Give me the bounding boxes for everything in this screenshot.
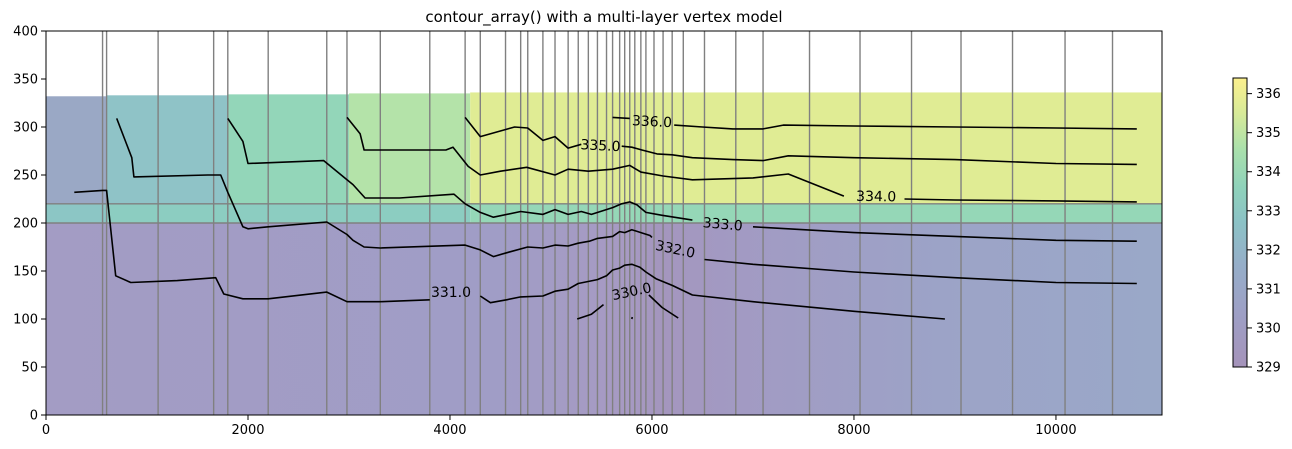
colorbar-ticks: 329 330 331 332 333 334 335 336 (1247, 87, 1281, 376)
y-tick-label: 350 (13, 73, 38, 88)
contour-label: 335.0 (580, 137, 621, 155)
colorbar-tick-label: 332 (1256, 243, 1281, 258)
colorbar-tick-label: 330 (1256, 321, 1281, 336)
contour-label: 336.0 (632, 113, 673, 131)
contour-line (576, 303, 604, 320)
colorbar-tick-label: 331 (1256, 282, 1281, 297)
contour-line (74, 189, 430, 303)
fill-top-layer (348, 93, 471, 204)
x-tick-label: 4000 (433, 423, 466, 438)
x-tick-label: 6000 (635, 423, 668, 438)
contour-line (464, 116, 582, 149)
fill-top-layer (46, 96, 107, 204)
contour-label: 334.0 (856, 189, 896, 206)
y-tick-label: 400 (13, 25, 38, 40)
colorbar-tick-label: 335 (1256, 126, 1281, 141)
contour-line (612, 116, 630, 120)
colorbar-tick-label: 336 (1256, 87, 1281, 102)
x-tick-label: 10000 (1035, 423, 1076, 438)
colorbar-tick-label: 334 (1256, 165, 1281, 180)
x-tick-label: 8000 (837, 423, 870, 438)
colorbar: 329 330 331 332 333 334 335 336 (1232, 77, 1281, 376)
plot-area (46, 31, 1162, 415)
fill-top-layer (227, 94, 349, 204)
colorbar-tick-label: 333 (1256, 204, 1281, 219)
fill-middle-layer (46, 203, 107, 223)
fill-bottom-layer (46, 223, 1162, 415)
contour-line (674, 124, 1137, 130)
contour-line (115, 118, 653, 258)
y-tick-label: 250 (13, 169, 38, 184)
y-tick-label: 300 (13, 121, 38, 136)
y-tick-label: 150 (13, 265, 38, 280)
fill-middle-layer (470, 203, 1162, 223)
colorbar-gradient (1232, 77, 1248, 368)
x-axis: 0 2000 4000 6000 8000 10000 (42, 415, 1077, 438)
fill-middle-layer (106, 203, 471, 223)
contour-label: 333.0 (702, 215, 743, 234)
contour-line (346, 116, 845, 197)
x-tick-label: 0 (42, 423, 50, 438)
fill-top-layer (106, 95, 228, 204)
contour-line (479, 263, 945, 320)
x-tick-label: 2000 (231, 423, 264, 438)
contour-line (631, 316, 634, 320)
contour-line (904, 198, 1137, 203)
contour-lines (74, 116, 1137, 320)
y-tick-label: 0 (30, 409, 38, 424)
contour-line (621, 145, 1137, 166)
contour-line (227, 117, 693, 221)
y-axis: 0 50 100 150 200 250 300 350 400 (13, 25, 46, 424)
contour-line (752, 226, 1137, 242)
y-tick-label: 50 (21, 361, 38, 376)
y-tick-label: 100 (13, 313, 38, 328)
contour-line (704, 258, 1137, 285)
y-tick-label: 200 (13, 217, 38, 232)
contour-line (648, 294, 679, 319)
fill-top-layer (470, 92, 1162, 204)
colorbar-tick-label: 329 (1256, 361, 1281, 376)
contour-label: 331.0 (431, 285, 471, 301)
chart-title: contour_array() with a multi-layer verte… (425, 8, 782, 27)
